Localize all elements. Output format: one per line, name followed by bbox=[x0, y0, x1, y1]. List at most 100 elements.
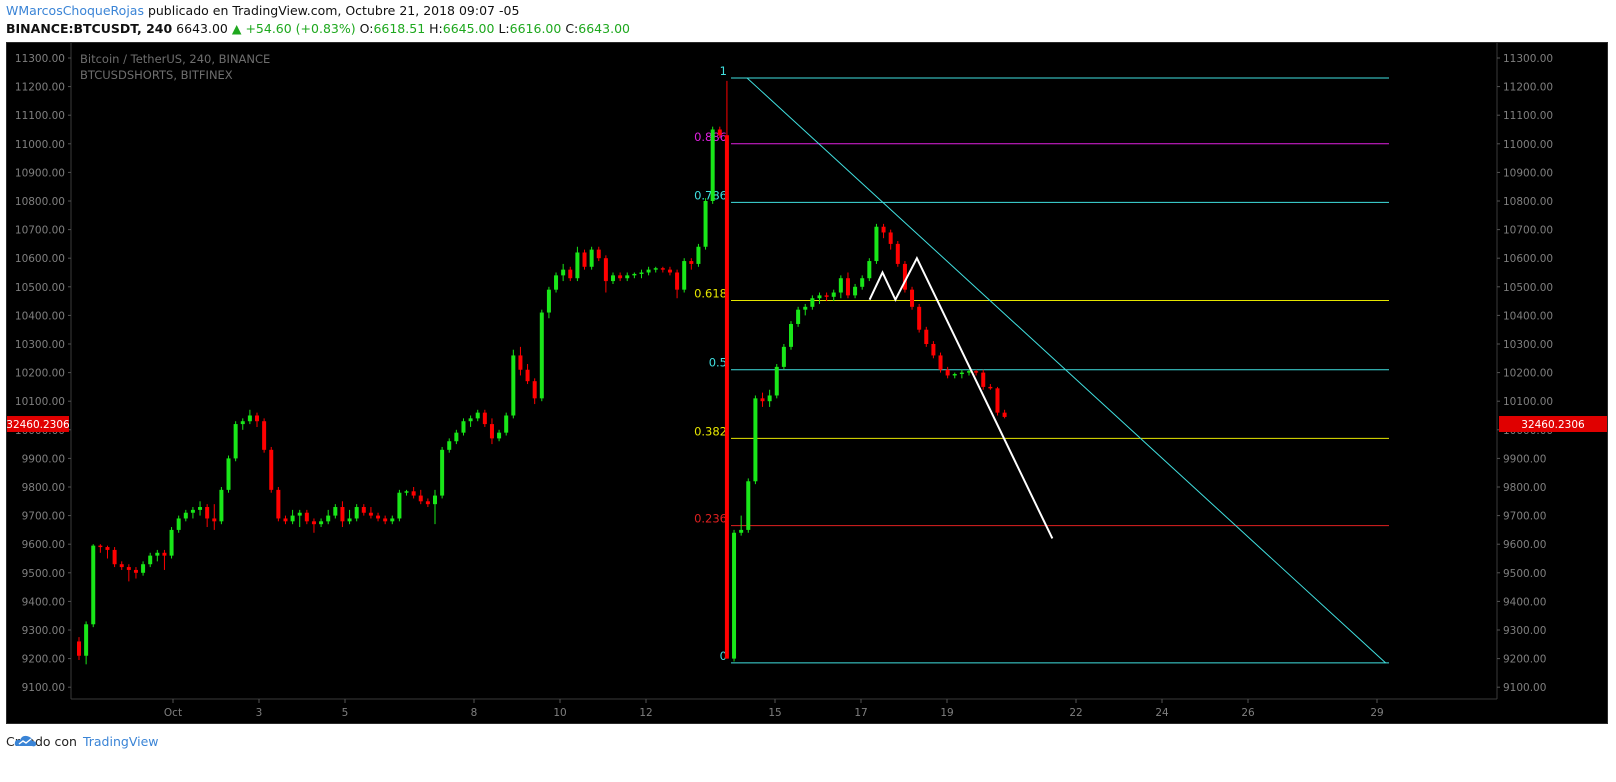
candle-body bbox=[461, 421, 466, 433]
candle-body bbox=[632, 273, 637, 276]
candle-body bbox=[155, 552, 160, 556]
candle-body bbox=[383, 518, 388, 522]
candle-body bbox=[361, 507, 366, 513]
x-tick-label: 22 bbox=[1069, 707, 1082, 719]
candle-body bbox=[475, 412, 480, 419]
x-tick-label: 17 bbox=[854, 707, 867, 719]
candle-body bbox=[582, 252, 587, 267]
tradingview-link[interactable]: TradingView bbox=[82, 734, 159, 749]
candle-body bbox=[162, 552, 167, 556]
x-tick-label: 5 bbox=[342, 707, 349, 719]
candle-body bbox=[482, 412, 487, 425]
candle-body bbox=[326, 515, 331, 522]
y-tick-left: 11300.00 bbox=[15, 53, 65, 65]
y-tick-right: 9400.00 bbox=[1503, 596, 1546, 608]
candle-body bbox=[895, 243, 900, 264]
candle-body bbox=[760, 398, 765, 402]
price-badge-left-text: 32460.2306 bbox=[7, 419, 70, 431]
candle-body bbox=[703, 201, 708, 247]
candle-body bbox=[995, 388, 1000, 413]
candle-body bbox=[141, 564, 146, 573]
candle-body bbox=[803, 306, 808, 310]
candle-body bbox=[319, 521, 324, 525]
candle-body bbox=[183, 512, 188, 519]
y-tick-left: 10600.00 bbox=[15, 253, 65, 265]
low-value: 6616.00 bbox=[509, 21, 562, 36]
candle-body bbox=[404, 491, 409, 493]
candle-body bbox=[532, 381, 537, 399]
candle-body bbox=[824, 295, 829, 297]
candle-body bbox=[988, 386, 993, 389]
fib-level-label: 0.236 bbox=[694, 512, 727, 526]
y-tick-right: 9800.00 bbox=[1503, 482, 1546, 494]
open-label: O: bbox=[359, 21, 374, 36]
fib-level-label: 0.382 bbox=[694, 424, 727, 438]
candle-body bbox=[603, 258, 608, 282]
y-tick-left: 11000.00 bbox=[15, 139, 65, 151]
candle-body bbox=[682, 261, 687, 290]
price-chart[interactable]: 11300.00 11300.00 11200.00 11200.00 11100.00… bbox=[7, 43, 1609, 725]
candle-body bbox=[639, 272, 644, 274]
candle-body bbox=[376, 515, 381, 519]
candle-body bbox=[967, 371, 971, 373]
y-tick-left: 11200.00 bbox=[15, 82, 65, 94]
candle-body bbox=[902, 263, 907, 290]
candle-body bbox=[283, 518, 288, 522]
y-tick-right: 9600.00 bbox=[1503, 539, 1546, 551]
candle-body bbox=[867, 261, 872, 279]
candle-body bbox=[112, 549, 117, 565]
close-value: 6643.00 bbox=[578, 21, 630, 36]
x-tick-label: 12 bbox=[639, 707, 652, 719]
candle-body bbox=[888, 232, 893, 244]
y-tick-right: 10700.00 bbox=[1503, 225, 1553, 237]
y-tick-right: 9700.00 bbox=[1503, 511, 1546, 523]
pattern-drawing[interactable] bbox=[868, 255, 1054, 539]
low-label: L: bbox=[498, 21, 510, 36]
candle-body bbox=[511, 355, 516, 416]
candle-body bbox=[411, 491, 416, 496]
footer: Creado con TradingView bbox=[6, 734, 158, 749]
y-tick-left: 11100.00 bbox=[15, 110, 65, 122]
fib-level-label: 0.786 bbox=[694, 188, 727, 202]
candle-body bbox=[226, 458, 231, 490]
candle-body bbox=[133, 569, 138, 573]
candle-body bbox=[176, 518, 181, 530]
candle-body bbox=[945, 369, 950, 376]
trend-line[interactable] bbox=[746, 77, 1386, 664]
candle-body bbox=[667, 269, 672, 273]
y-tick-left: 9200.00 bbox=[22, 654, 65, 666]
candle-body bbox=[126, 567, 131, 570]
candle-body bbox=[311, 521, 316, 525]
candle-body bbox=[810, 298, 815, 307]
candle-body bbox=[390, 518, 395, 522]
y-tick-right: 10200.00 bbox=[1503, 368, 1553, 380]
candle-body bbox=[212, 518, 217, 522]
x-tick-label: 8 bbox=[471, 707, 478, 719]
y-tick-left: 9300.00 bbox=[22, 625, 65, 637]
candle-body bbox=[105, 547, 110, 550]
candle-body bbox=[611, 275, 615, 282]
author-link[interactable]: WMarcosChoqueRojas bbox=[6, 3, 144, 18]
y-tick-right: 9500.00 bbox=[1503, 568, 1546, 580]
y-tick-right: 9200.00 bbox=[1503, 654, 1546, 666]
candle-body bbox=[796, 309, 801, 324]
chart-panel[interactable]: 11300.00 11300.00 11200.00 11200.00 11100.00… bbox=[6, 42, 1608, 724]
candle-body bbox=[454, 432, 459, 442]
candle-body bbox=[297, 512, 302, 516]
price-badge-right-text: 32460.2306 bbox=[1521, 419, 1585, 431]
candle-body bbox=[717, 129, 722, 136]
candle-body bbox=[518, 355, 523, 370]
y-tick-right: 9100.00 bbox=[1503, 682, 1546, 694]
candle-body bbox=[340, 507, 345, 522]
open-value: 6618.51 bbox=[373, 21, 426, 36]
fib-level-label: 0.5 bbox=[709, 356, 727, 370]
y-tick-left: 10500.00 bbox=[15, 282, 65, 294]
candle-body bbox=[746, 481, 751, 530]
x-tick-label: 24 bbox=[1155, 707, 1169, 719]
y-tick-left: 9500.00 bbox=[22, 568, 65, 580]
y-tick-left: 10800.00 bbox=[15, 196, 65, 208]
candle-body bbox=[219, 489, 224, 522]
y-tick-right: 10900.00 bbox=[1503, 167, 1553, 179]
y-tick-left: 10200.00 bbox=[15, 368, 65, 380]
candle-body bbox=[874, 226, 879, 262]
